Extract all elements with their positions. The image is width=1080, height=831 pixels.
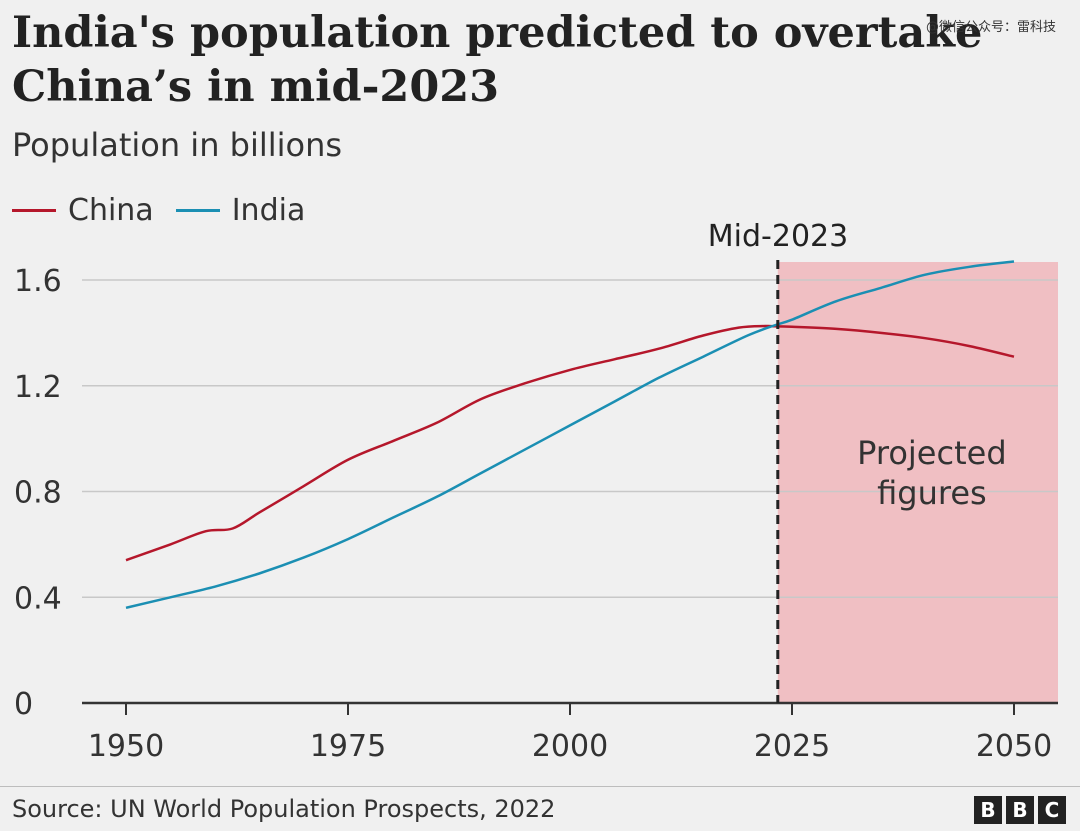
legend-label-china: China xyxy=(68,193,154,228)
chart-title-line-1: India's population predicted to overtake xyxy=(12,8,983,58)
bbc-logo-letter-2: B xyxy=(1006,796,1034,824)
y-tick-label-2: 0.8 xyxy=(14,476,62,511)
mid-2023-label: Mid-2023 xyxy=(708,219,848,254)
footer-divider xyxy=(0,786,1080,787)
legend-item-china: China xyxy=(12,193,154,228)
chart-subtitle: Population in billions xyxy=(12,126,343,164)
bbc-logo-letter-1: B xyxy=(974,796,1002,824)
legend-item-india: India xyxy=(175,193,306,228)
source-note: Source: UN World Population Prospects, 2… xyxy=(12,795,556,823)
chart-title: India's population predicted to overtake… xyxy=(12,6,1012,114)
bbc-logo-letter-3: C xyxy=(1038,796,1066,824)
legend-swatch-india xyxy=(175,209,220,212)
y-tick-label-1: 0.4 xyxy=(14,581,62,616)
x-tick-label-0: 1950 xyxy=(88,729,164,764)
bbc-logo: B B C xyxy=(970,796,1066,824)
series-line-china xyxy=(125,324,1015,562)
x-tick-label-1: 1975 xyxy=(310,729,386,764)
x-tick-label-4: 2050 xyxy=(976,729,1052,764)
y-tick-label-3: 1.2 xyxy=(14,370,62,405)
projected-label-line-1: Projected xyxy=(857,434,1006,472)
legend-swatch-china xyxy=(12,209,56,212)
y-tick-label-4: 1.6 xyxy=(14,264,62,299)
projected-region xyxy=(777,262,1058,703)
line-chart: 0 0.4 0.8 1.2 1.6 1950 1975 2000 2025 2050 Mid-202… xyxy=(14,219,1058,764)
watermark-text: @微信公众号：雷科技 xyxy=(925,20,1056,35)
series-line-india xyxy=(125,260,1015,610)
chart-legend: China India xyxy=(12,193,327,228)
projected-label-line-2: figures xyxy=(877,474,987,512)
y-tick-label-0: 0 xyxy=(14,687,33,722)
chart-title-line-2: China’s in mid-2023 xyxy=(12,62,500,112)
legend-label-india: India xyxy=(231,193,306,228)
x-tick-label-3: 2025 xyxy=(754,729,830,764)
x-tick-label-2: 2000 xyxy=(532,729,608,764)
